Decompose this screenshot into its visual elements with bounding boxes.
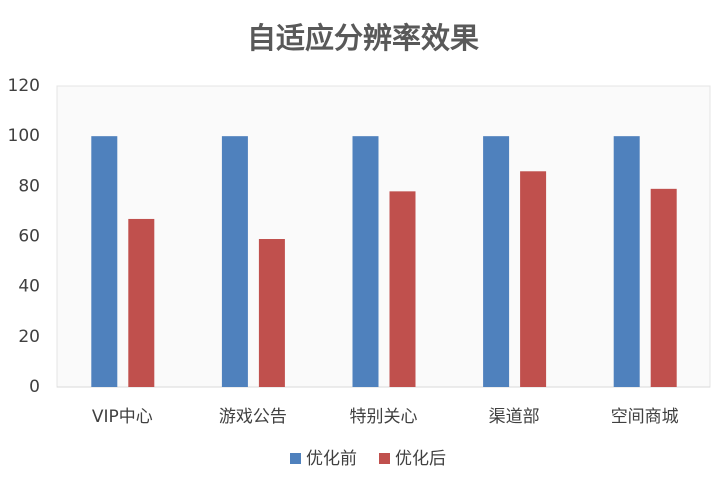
legend-label: 优化前 <box>306 449 357 469</box>
bar <box>352 136 379 387</box>
bar <box>520 171 547 387</box>
x-tick-label: 特别关心 <box>350 407 418 427</box>
x-tick-label: 游戏公告 <box>219 407 287 427</box>
y-tick-label: 80 <box>18 176 40 196</box>
bar <box>221 136 248 387</box>
y-tick-label: 40 <box>18 277 40 297</box>
bar <box>650 188 677 387</box>
plot-area <box>56 85 711 388</box>
bar <box>91 136 118 387</box>
x-tick-label: VIP中心 <box>92 407 153 427</box>
y-tick-label: 20 <box>18 327 40 347</box>
legend-swatch <box>290 453 301 464</box>
x-tick-label: 渠道部 <box>489 407 540 427</box>
bar <box>483 136 510 387</box>
y-tick-label: 0 <box>29 377 40 397</box>
y-tick-label: 120 <box>8 76 40 96</box>
y-tick-label: 60 <box>18 227 40 247</box>
y-tick-label: 100 <box>8 126 40 146</box>
bar <box>389 191 416 387</box>
legend-label: 优化后 <box>395 449 446 469</box>
bar <box>128 218 155 387</box>
x-tick-label: 空间商城 <box>611 407 679 427</box>
legend-swatch <box>379 453 390 464</box>
bar <box>258 239 285 387</box>
chart-title: 自适应分辨率效果 <box>247 21 479 55</box>
bar <box>613 136 640 387</box>
